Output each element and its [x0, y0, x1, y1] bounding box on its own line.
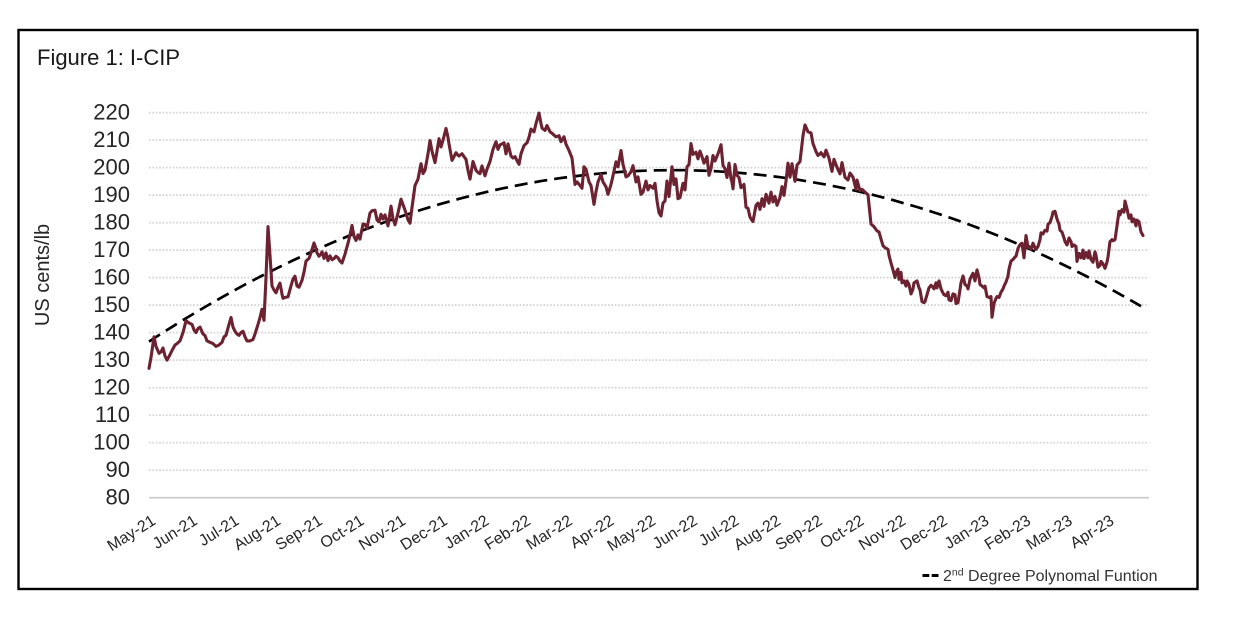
svg-text:80: 80 [106, 485, 130, 510]
svg-text:200: 200 [93, 155, 130, 180]
svg-text:100: 100 [93, 430, 130, 455]
svg-text:US cents/lb: US cents/lb [32, 224, 54, 326]
svg-text:180: 180 [93, 210, 130, 235]
svg-text:2nd Degree Polynomal Funtion: 2nd Degree Polynomal Funtion [943, 567, 1157, 586]
svg-text:90: 90 [106, 457, 130, 482]
svg-text:110: 110 [95, 402, 130, 427]
svg-text:150: 150 [93, 292, 130, 317]
svg-text:130: 130 [93, 347, 130, 372]
svg-text:Figure 1: I-CIP: Figure 1: I-CIP [37, 45, 180, 70]
svg-text:220: 220 [93, 100, 130, 125]
svg-text:170: 170 [93, 237, 130, 262]
svg-text:140: 140 [93, 320, 130, 345]
svg-text:190: 190 [93, 182, 130, 207]
svg-text:120: 120 [93, 375, 130, 400]
svg-text:210: 210 [93, 127, 130, 152]
svg-text:160: 160 [93, 265, 130, 290]
